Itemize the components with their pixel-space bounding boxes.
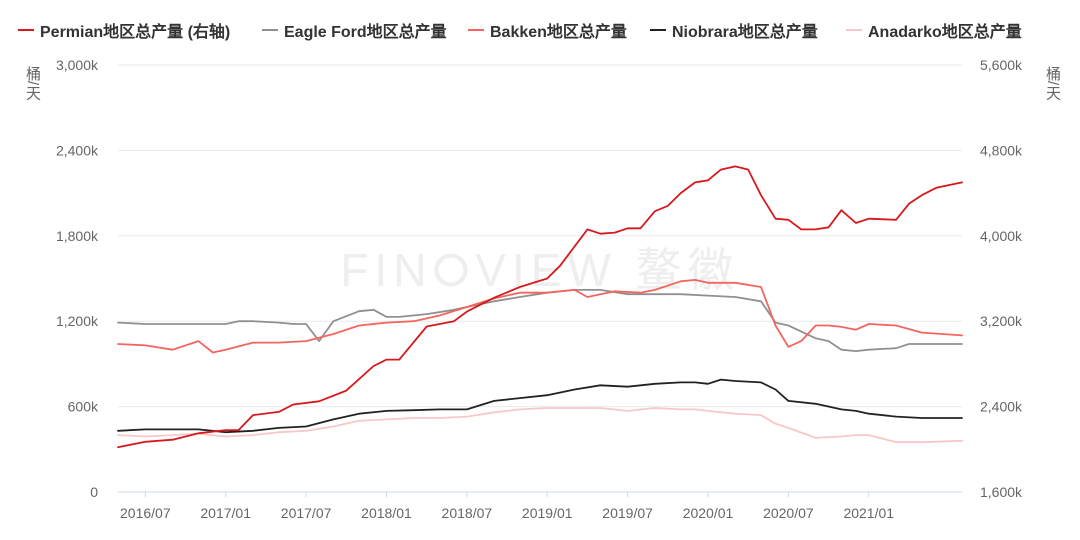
x-tick-label: 2020/07: [763, 505, 814, 521]
legend-swatch: [468, 29, 484, 31]
series-line-0: [117, 165, 963, 449]
x-tick-label: 2018/01: [361, 505, 412, 521]
y-right-tick-label: 4,800k: [980, 142, 1023, 158]
legend-swatch: [262, 29, 278, 31]
left-axis-unit: 桶/天: [24, 66, 41, 101]
x-tick-label: 2017/01: [200, 505, 251, 521]
legend-item-bakken[interactable]: Bakken地区总产量: [468, 18, 627, 42]
y-right-tick-label: 5,600k: [980, 57, 1023, 73]
x-tick-label: 2017/07: [281, 505, 332, 521]
series-line-4: [117, 407, 963, 444]
y-right-tick-label: 3,200k: [980, 313, 1023, 329]
legend-label: Permian地区总产量 (右轴): [40, 24, 231, 41]
legend-label: Anadarko地区总产量: [868, 24, 1022, 41]
legend-swatch: [18, 29, 34, 31]
watermark: FIN⭘VIEW 鳌徽: [340, 244, 739, 296]
series-line-3: [117, 378, 963, 434]
y-left-tick-label: 1,200k: [56, 313, 99, 329]
legend-label: Niobrara地区总产量: [672, 24, 818, 41]
legend-label: Bakken地区总产量: [490, 24, 627, 41]
right-axis-unit: 桶/天: [1044, 66, 1061, 101]
x-tick-label: 2019/01: [522, 505, 573, 521]
y-left-tick-label: 3,000k: [56, 57, 99, 73]
legend-item-anadarko[interactable]: Anadarko地区总产量: [846, 18, 1022, 42]
series-line-2: [117, 279, 963, 354]
x-tick-label: 2021/01: [843, 505, 894, 521]
y-right-tick-label: 4,000k: [980, 228, 1023, 244]
y-left-tick-label: 2,400k: [56, 142, 99, 158]
y-left-tick-label: 1,800k: [56, 228, 99, 244]
y-right-tick-label: 1,600k: [980, 484, 1023, 500]
legend-swatch: [846, 29, 862, 31]
x-tick-label: 2016/07: [120, 505, 171, 521]
y-left-tick-label: 0: [90, 484, 98, 500]
legend-label: Eagle Ford地区总产量: [284, 24, 447, 41]
x-tick-label: 2018/07: [442, 505, 493, 521]
legend-item-eagle-ford[interactable]: Eagle Ford地区总产量: [262, 18, 447, 42]
chart-legend: Permian地区总产量 (右轴) Eagle Ford地区总产量 Bakken…: [0, 18, 1080, 44]
legend-swatch: [650, 29, 666, 31]
x-tick-label: 2020/01: [683, 505, 734, 521]
y-left-tick-label: 600k: [68, 399, 99, 415]
legend-item-permian[interactable]: Permian地区总产量 (右轴): [18, 18, 230, 42]
x-tick-label: 2019/07: [602, 505, 653, 521]
y-right-tick-label: 2,400k: [980, 399, 1023, 415]
series-line-1: [117, 289, 963, 352]
legend-item-niobrara[interactable]: Niobrara地区总产量: [650, 18, 818, 42]
